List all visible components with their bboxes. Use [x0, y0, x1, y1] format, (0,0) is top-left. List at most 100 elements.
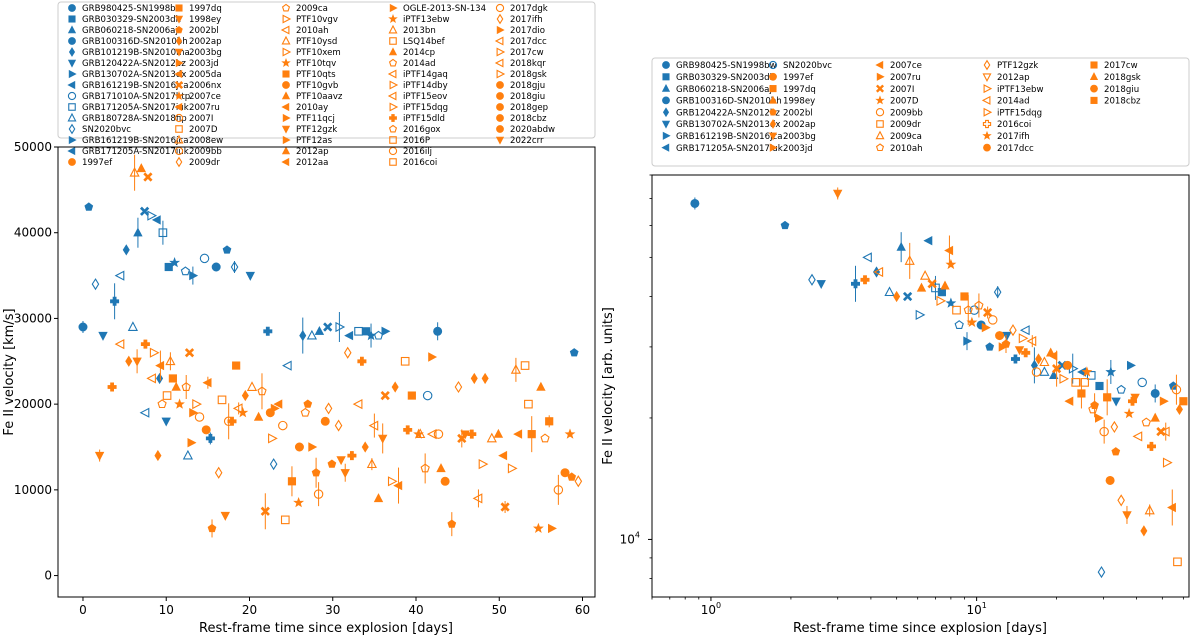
y-tick-label: 104	[620, 530, 640, 546]
data-point	[507, 463, 518, 474]
legend-label: GRB101219B-SN2010ma	[82, 48, 190, 58]
legend-marker	[174, 80, 184, 90]
data-point	[294, 442, 304, 452]
legend-label: 2007I	[890, 85, 914, 95]
legend-label: iPTF13ebw	[403, 15, 449, 25]
right-legend: GRB980425-SN1998bw GRB030329-SN2003dh GRB0…	[651, 57, 1190, 167]
legend-marker	[1090, 96, 1098, 104]
data-point	[151, 215, 161, 225]
data-point	[227, 416, 237, 426]
y-tick-label: 50000	[14, 140, 52, 154]
legend-marker	[174, 15, 184, 24]
data-point	[873, 266, 884, 278]
legend-label: PTF12gzk	[296, 125, 337, 135]
data-point	[155, 360, 165, 371]
data-point	[1077, 389, 1086, 398]
data-point	[368, 420, 379, 431]
data-point	[1039, 366, 1050, 376]
data-point	[850, 279, 861, 289]
right-panel: 100 101 104 Rest-frame time since explosi…	[601, 174, 1190, 636]
data-point	[194, 412, 205, 422]
legend-marker	[281, 58, 291, 68]
data-point	[420, 463, 430, 473]
legend-label: 1998ey	[783, 97, 815, 107]
data-point	[232, 361, 241, 370]
data-point	[293, 497, 305, 508]
legend-label: PTF12as	[296, 136, 333, 146]
data-point	[223, 416, 234, 427]
data-point	[352, 398, 363, 410]
legend-marker	[768, 95, 778, 104]
legend-label: 2007I	[189, 114, 213, 124]
data-point	[263, 326, 273, 336]
legend-label: SN2020bvc	[82, 125, 131, 135]
legend-marker	[68, 47, 76, 57]
data-point	[400, 356, 410, 366]
data-point	[278, 420, 288, 431]
data-point	[343, 346, 352, 359]
legend-marker	[494, 36, 504, 46]
data-point	[211, 262, 221, 272]
legend-marker	[388, 24, 398, 34]
legend-label: PTF10xem	[296, 48, 341, 58]
data-point	[306, 329, 318, 340]
legend-label: GRB030329-SN2003dh	[82, 15, 181, 25]
data-point	[140, 339, 150, 349]
data-point	[378, 434, 388, 444]
legend-marker	[174, 48, 184, 57]
legend-marker	[388, 14, 398, 24]
legend-marker	[175, 156, 183, 168]
data-point	[1179, 397, 1188, 406]
data-point	[361, 441, 369, 453]
legend-label: 2017ifh	[510, 15, 543, 25]
data-point	[260, 506, 270, 516]
data-point	[241, 389, 249, 402]
legend-marker	[175, 58, 184, 68]
x-tick-label: 30	[325, 603, 340, 617]
legend-marker	[68, 123, 76, 135]
legend-label: 1997ef	[82, 158, 113, 168]
legend-marker	[281, 125, 291, 134]
data-point	[94, 451, 105, 461]
legend-marker	[875, 130, 885, 140]
data-point	[314, 326, 325, 335]
data-point	[192, 398, 202, 410]
data-point	[1117, 494, 1125, 507]
data-point	[436, 463, 446, 473]
data-point	[1018, 333, 1029, 344]
data-point	[1059, 373, 1070, 384]
data-point	[1111, 447, 1121, 456]
data-point	[467, 429, 477, 439]
legend-label: 2022crr	[510, 136, 544, 146]
legend-label: 2009ca	[296, 4, 328, 14]
legend-label: 2003jd	[189, 59, 219, 69]
x-tick-label: 20	[242, 603, 257, 617]
left-x-axis-label: Rest-frame time since explosion [days]	[199, 621, 453, 636]
legend-marker	[496, 69, 506, 79]
data-point	[366, 458, 378, 469]
data-point	[320, 416, 330, 426]
data-point	[833, 189, 843, 199]
data-point	[916, 282, 927, 292]
data-point	[114, 270, 125, 281]
legend-marker	[68, 37, 76, 45]
legend-label: GRB100316D-SN2010bh	[82, 37, 188, 47]
data-point	[433, 326, 443, 336]
data-point	[493, 428, 504, 438]
legend-label: 2003bg	[189, 48, 222, 58]
legend-marker	[281, 146, 291, 155]
x-tick-label: 10	[159, 603, 174, 617]
legend-label: 2005da	[189, 70, 222, 80]
legend-marker	[661, 83, 671, 92]
legend-label: 2010ay	[296, 103, 328, 113]
legend-label: GRB171205A-SN2017iuk	[82, 103, 189, 113]
data-point	[547, 523, 557, 534]
legend-label: GRB161219B-SN2016jca	[676, 132, 782, 142]
data-point	[165, 355, 176, 366]
data-point	[313, 489, 324, 499]
legend-label: 2018giu	[510, 92, 545, 102]
data-point	[1147, 441, 1156, 451]
data-point	[110, 296, 120, 306]
legend-label: 2003bg	[783, 132, 816, 142]
data-point	[498, 450, 508, 461]
